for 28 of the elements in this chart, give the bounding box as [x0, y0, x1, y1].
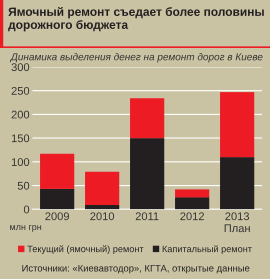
- bar: [220, 92, 254, 158]
- bar: [40, 154, 74, 189]
- y-tick-label: 50: [18, 182, 30, 190]
- y-tick-label: 0: [24, 206, 30, 214]
- y-tick-label: 100: [12, 158, 30, 166]
- bar: [175, 189, 210, 198]
- bar: [85, 172, 120, 205]
- bar: [130, 98, 164, 138]
- x-tick-label: 2012: [180, 212, 204, 220]
- bar: [40, 188, 74, 210]
- x-tick-label: 2009: [45, 212, 69, 220]
- y-axis-title: млн грн: [10, 225, 42, 232]
- bar: [85, 204, 120, 210]
- bar: [175, 197, 210, 210]
- legend-label: Капитальный ремонт: [162, 245, 252, 254]
- x-tick-label: 2010: [90, 212, 114, 220]
- x-tick-label: 2011: [136, 212, 159, 220]
- chart-subtitle: Динамика выделения денег на ремонт дорог в Киеве: [10, 53, 263, 62]
- x-tick-label: 2013 План: [224, 212, 250, 232]
- bar: [130, 138, 164, 210]
- y-tick-label: 300: [12, 63, 30, 72]
- text: Источники: «Киевавтодор», КГТА, открытые данные: [22, 264, 250, 274]
- y-tick-label: 200: [12, 110, 30, 119]
- y-tick-label: 250: [12, 86, 30, 95]
- chart-title: Ямочный ремонт съедает более половины дорожного бюджета: [8, 6, 264, 32]
- legend-label: Текущий (ямочный) ремонт: [27, 245, 144, 254]
- y-tick-label: 150: [12, 134, 30, 142]
- bar: [220, 157, 254, 210]
